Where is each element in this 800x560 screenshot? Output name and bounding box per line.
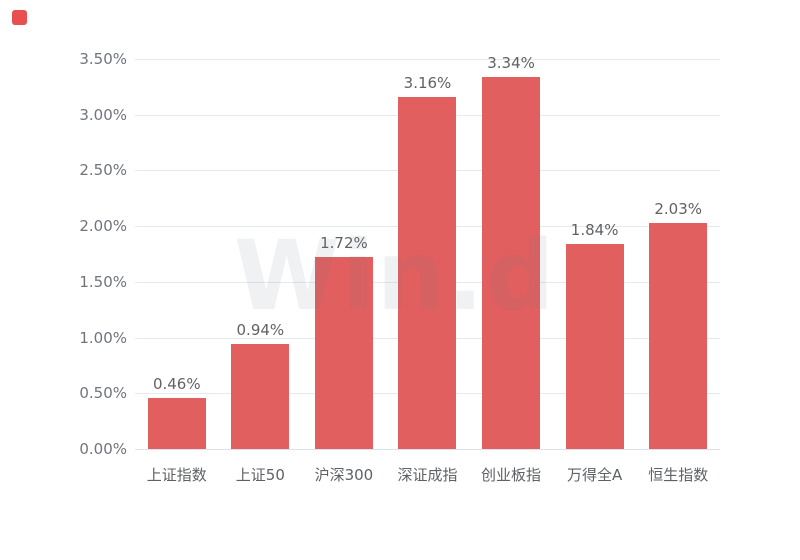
bar-slot: 3.34% xyxy=(469,54,553,449)
bar-value-label: 2.03% xyxy=(654,199,703,218)
gridline xyxy=(135,59,720,60)
bar-value-label: 1.72% xyxy=(320,234,368,253)
y-axis-tick-label: 1.00% xyxy=(79,328,127,347)
x-axis-line xyxy=(135,449,720,450)
x-axis-label: 深证成指 xyxy=(397,466,458,484)
bar-slot: 3.16% xyxy=(386,59,470,449)
bar[interactable] xyxy=(398,96,457,449)
y-axis-tick-label: 3.00% xyxy=(79,105,127,124)
bar-slot: 0.94% xyxy=(219,59,303,449)
bar-value-label: 1.84% xyxy=(570,220,619,239)
plot-area: 0.46% 0.94% 1.72% 3.16% 3.34% 1.84% 2.03% xyxy=(135,54,720,450)
y-axis-tick-label: 2.50% xyxy=(79,161,127,180)
x-axis-label: 恒生指数 xyxy=(648,466,709,484)
x-axis-label: 万得全A xyxy=(566,466,623,484)
bar[interactable] xyxy=(231,344,290,449)
y-axis-tick-label: 0.00% xyxy=(79,440,127,458)
bar-slot: 1.84% xyxy=(553,59,637,449)
bar-slot: 1.72% xyxy=(302,59,386,449)
bar[interactable] xyxy=(649,222,708,449)
bar-value-label: 0.46% xyxy=(152,374,201,393)
y-axis-tick-label: 3.50% xyxy=(79,50,127,68)
bar-value-label: 3.16% xyxy=(403,73,452,92)
bar-slot: 0.46% xyxy=(135,59,219,449)
x-axis-label: 上证50 xyxy=(235,466,285,484)
y-axis-tick-label: 0.50% xyxy=(79,384,127,403)
bar[interactable] xyxy=(482,76,541,449)
x-axis-label: 创业板指 xyxy=(481,466,542,484)
bar[interactable] xyxy=(565,243,624,449)
x-axis-label: 沪深300 xyxy=(314,466,374,484)
x-axis-label: 上证指数 xyxy=(146,466,207,484)
y-axis-tick-label: 2.00% xyxy=(79,217,127,236)
bar-slot: 2.03% xyxy=(636,59,720,449)
bar-value-label: 0.94% xyxy=(236,321,285,340)
y-axis-tick-label: 1.50% xyxy=(79,272,127,291)
logo-mark xyxy=(12,10,27,25)
bar[interactable] xyxy=(314,257,373,449)
bar[interactable] xyxy=(147,397,206,449)
bar-value-label: 3.34% xyxy=(487,53,535,72)
